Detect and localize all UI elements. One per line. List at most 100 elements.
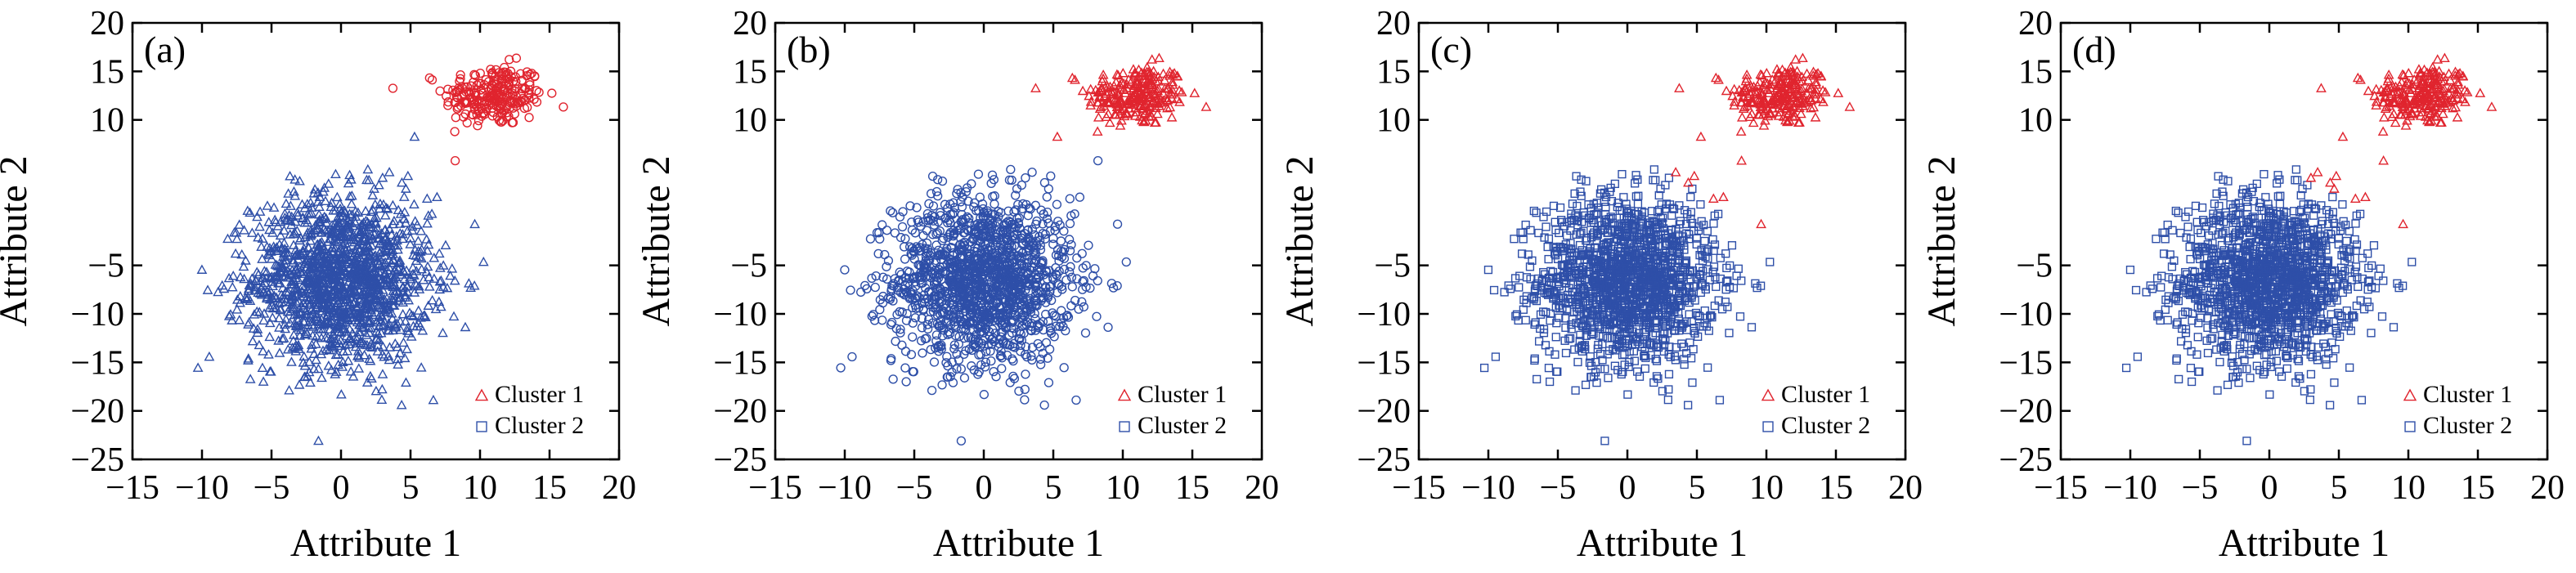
cluster2-point — [429, 253, 440, 262]
cluster2-point — [1070, 295, 1080, 306]
cluster2-point — [895, 325, 905, 334]
cluster2-point — [258, 376, 269, 386]
cluster2-point — [397, 229, 408, 239]
cluster2-point — [886, 206, 895, 216]
cluster2-point — [324, 316, 335, 327]
cluster2-point — [1703, 265, 1712, 274]
cluster2-point — [213, 286, 224, 297]
cluster2-point — [1652, 342, 1661, 351]
cluster2-point — [217, 280, 228, 290]
cluster2-point — [978, 263, 988, 273]
cluster2-point — [1704, 326, 1713, 335]
cluster2-point — [1008, 305, 1019, 315]
cluster2-point — [1021, 369, 1030, 379]
cluster2-point — [1065, 246, 1075, 256]
cluster2-point — [294, 379, 305, 389]
cluster2-point — [988, 248, 998, 258]
cluster2-point — [314, 216, 325, 226]
cluster2-point — [1638, 339, 1648, 348]
cluster2-point — [956, 188, 966, 198]
cluster2-point — [1651, 329, 1660, 338]
cluster2-point — [278, 333, 289, 342]
cluster2-point — [321, 217, 332, 227]
cluster1-point — [1143, 111, 1155, 121]
cluster2-point — [1624, 285, 1633, 294]
cluster2-point — [1752, 284, 1761, 293]
y-tick-label: −20 — [713, 393, 767, 431]
cluster2-point — [366, 230, 377, 240]
cluster2-point — [1041, 298, 1051, 307]
cluster2-point — [926, 344, 936, 355]
cluster2-point — [239, 225, 249, 235]
cluster2-point — [1555, 203, 1565, 213]
cluster2-point — [240, 292, 251, 302]
cluster2-point — [387, 199, 398, 210]
cluster2-point — [956, 364, 967, 374]
cluster2-point — [366, 222, 377, 232]
cluster2-point — [914, 246, 924, 256]
cluster2-point — [1483, 265, 1493, 275]
cluster2-point — [1567, 325, 1576, 334]
cluster2-point — [395, 292, 406, 302]
cluster2-point — [1586, 218, 1595, 227]
cluster2-point — [414, 251, 424, 262]
cluster2-point — [365, 355, 376, 365]
cluster2-point — [370, 253, 382, 262]
cluster2-point — [882, 226, 892, 235]
cluster2-point — [912, 291, 922, 301]
cluster2-point — [261, 266, 272, 276]
cluster1-point — [499, 67, 509, 77]
cluster2-point — [377, 172, 388, 182]
cluster2-point — [318, 223, 330, 234]
cluster2-point — [326, 278, 338, 289]
cluster2-point — [945, 298, 955, 308]
cluster2-point — [949, 284, 959, 294]
cluster2-point — [1583, 301, 1592, 310]
cluster2-point — [917, 323, 927, 333]
cluster2-point — [1732, 271, 1741, 280]
cluster2-point — [294, 175, 305, 186]
cluster2-point — [1534, 228, 1543, 238]
cluster2-point — [1056, 236, 1066, 246]
cluster1-point — [507, 88, 518, 98]
cluster2-point — [1613, 230, 1623, 239]
cluster2-point — [279, 208, 290, 218]
legend-marker-cluster1 — [1117, 388, 1132, 401]
cluster1-point — [464, 89, 475, 100]
cluster2-point — [1606, 183, 1615, 193]
cluster1-point — [1122, 98, 1133, 109]
cluster2-point — [931, 275, 941, 285]
cluster2-point — [1667, 235, 1676, 244]
cluster2-point — [1008, 316, 1018, 327]
cluster2-point — [1057, 252, 1067, 262]
cluster2-point — [460, 321, 471, 332]
cluster2-point — [234, 315, 245, 325]
cluster1-point — [1142, 66, 1152, 77]
cluster2-point — [296, 248, 307, 258]
cluster2-point — [319, 182, 330, 192]
cluster2-point — [890, 228, 900, 238]
cluster2-point — [1670, 351, 1680, 360]
cluster2-point — [275, 303, 286, 313]
cluster1-point — [462, 118, 472, 128]
cluster2-point — [958, 293, 968, 302]
cluster2-point — [227, 315, 238, 325]
cluster2-point — [1558, 246, 1568, 256]
cluster2-point — [363, 174, 375, 185]
cluster1-point — [1093, 96, 1104, 107]
cluster2-point — [1514, 316, 1523, 325]
cluster2-point — [1014, 317, 1024, 328]
cluster2-point — [1090, 264, 1100, 274]
cluster2-point — [1632, 367, 1642, 376]
cluster2-point — [258, 346, 268, 356]
cluster2-point — [361, 297, 372, 307]
cluster1-point — [524, 93, 534, 103]
cluster2-point — [1020, 384, 1030, 395]
cluster2-point — [1663, 396, 1672, 405]
cluster2-point — [336, 222, 348, 233]
cluster2-point — [357, 322, 369, 333]
cluster2-point — [313, 297, 325, 307]
cluster2-point — [1563, 268, 1572, 277]
cluster2-point — [313, 299, 325, 309]
cluster2-point — [405, 233, 416, 243]
